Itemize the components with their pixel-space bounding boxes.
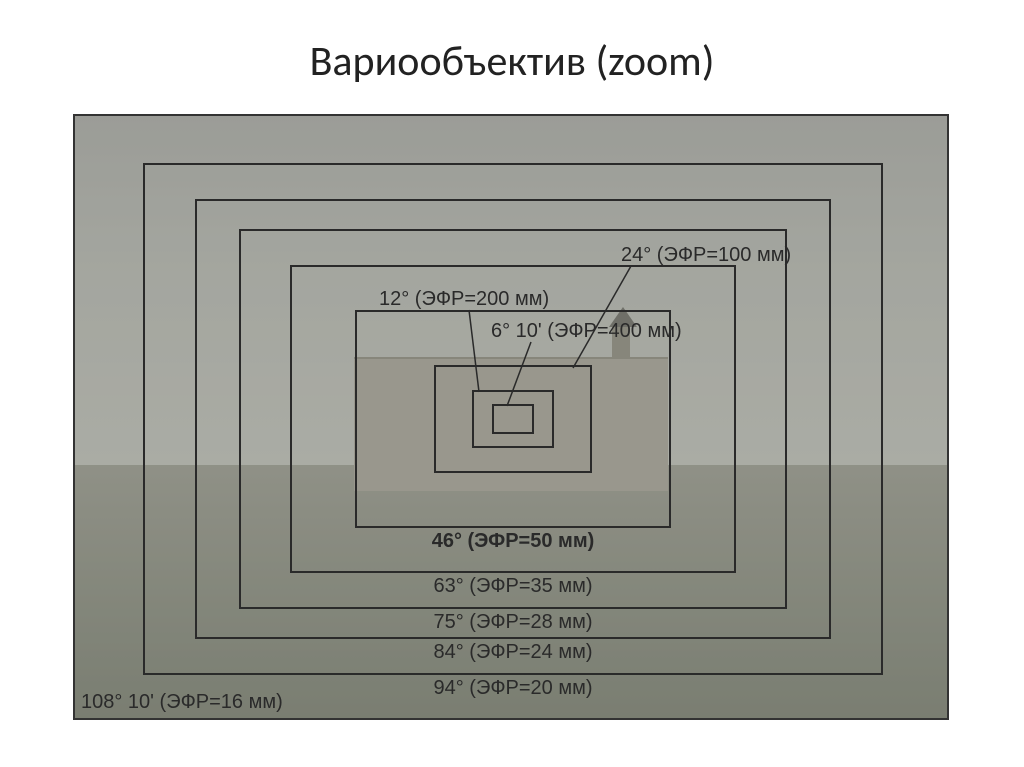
slide-title: Вариообъектив (zoom) [0,36,1024,87]
frame-label-200mm: 12° (ЭФР=200 мм) [379,288,549,311]
frame-label-100mm: 24° (ЭФР=100 мм) [621,244,791,267]
frame-400mm [492,404,534,434]
frame-label-400mm: 6° 10' (ЭФР=400 мм) [491,320,682,343]
frame-label-16mm: 108° 10' (ЭФР=16 мм) [81,691,283,714]
focal-length-diagram: 108° 10' (ЭФР=16 мм) 94° (ЭФР=20 мм) 84°… [73,114,949,720]
slide: Вариообъектив (zoom) 108° 10' (ЭФР=16 мм… [0,0,1024,767]
frame-label-50mm: 46° (ЭФР=50 мм) [432,530,595,553]
frame-label-24mm: 84° (ЭФР=24 мм) [433,641,592,664]
frame-label-20mm: 94° (ЭФР=20 мм) [433,677,592,700]
frame-label-28mm: 75° (ЭФР=28 мм) [433,611,592,634]
frame-label-35mm: 63° (ЭФР=35 мм) [433,575,592,598]
